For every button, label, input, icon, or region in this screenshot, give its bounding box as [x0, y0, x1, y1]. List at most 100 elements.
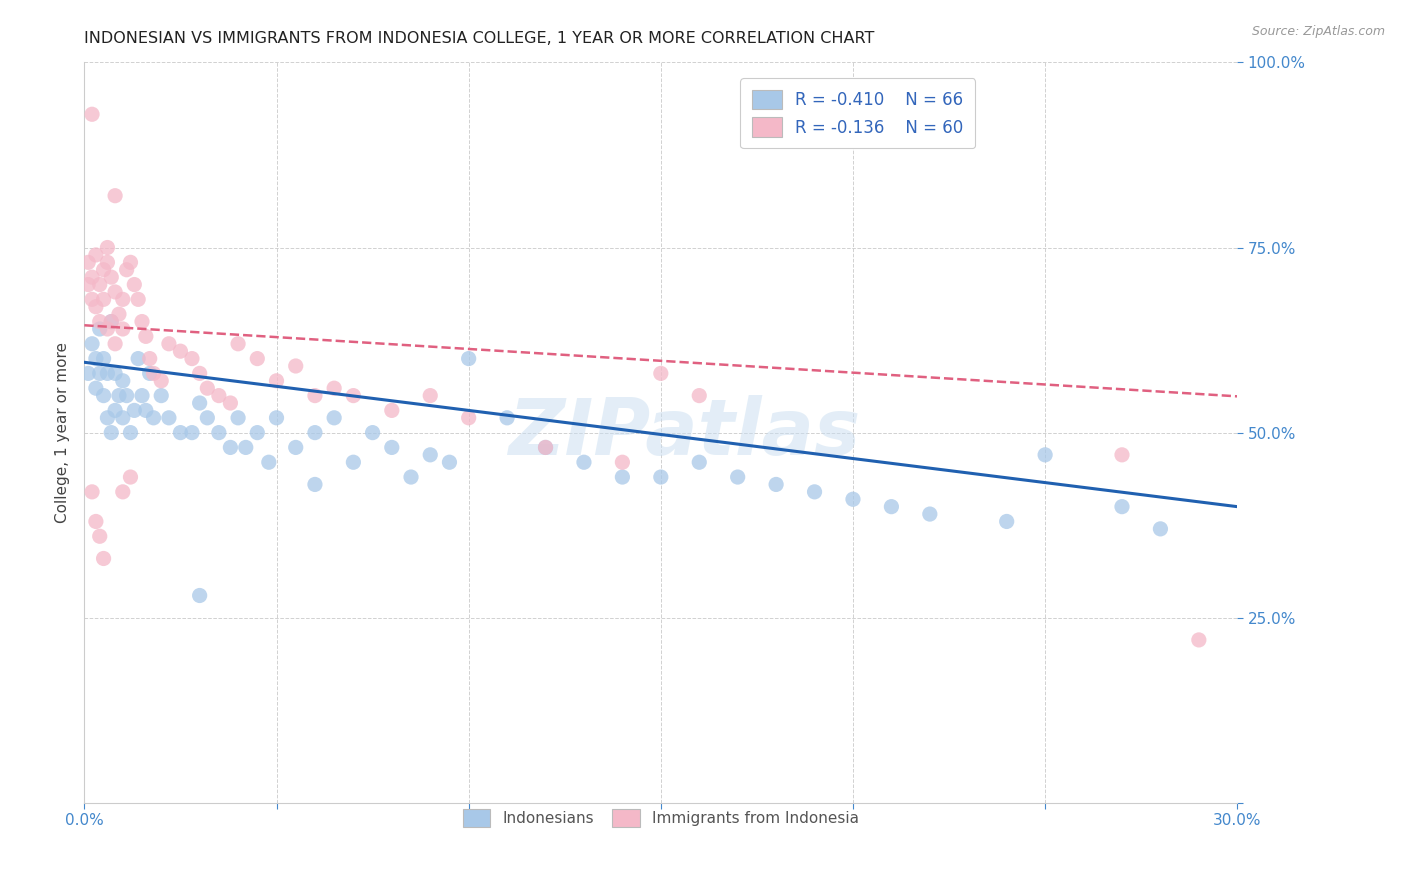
- Point: [246, 351, 269, 366]
- Point: [124, 403, 146, 417]
- Point: [93, 551, 115, 566]
- Legend: Indonesians, Immigrants from Indonesia: Indonesians, Immigrants from Indonesia: [454, 800, 868, 836]
- Point: [100, 270, 122, 285]
- Point: [572, 455, 595, 469]
- Point: [457, 410, 479, 425]
- Point: [96, 322, 118, 336]
- Point: [84, 300, 107, 314]
- Point: [124, 277, 146, 292]
- Point: [96, 240, 118, 255]
- Point: [80, 107, 103, 121]
- Point: [342, 455, 364, 469]
- Point: [100, 314, 122, 328]
- Point: [342, 388, 364, 402]
- Point: [439, 455, 461, 469]
- Point: [612, 470, 634, 484]
- Point: [157, 336, 180, 351]
- Point: [104, 188, 127, 202]
- Point: [77, 255, 100, 269]
- Point: [181, 351, 204, 366]
- Point: [84, 381, 107, 395]
- Point: [688, 455, 710, 469]
- Point: [80, 336, 103, 351]
- Point: [219, 396, 242, 410]
- Point: [89, 529, 111, 543]
- Point: [688, 388, 710, 402]
- Point: [284, 441, 307, 455]
- Point: [361, 425, 384, 440]
- Point: [127, 293, 149, 307]
- Point: [323, 381, 346, 395]
- Point: [104, 336, 127, 351]
- Point: [89, 277, 111, 292]
- Point: [765, 477, 787, 491]
- Point: [323, 410, 346, 425]
- Point: [226, 336, 249, 351]
- Point: [138, 367, 160, 381]
- Point: [1033, 448, 1056, 462]
- Point: [89, 322, 111, 336]
- Point: [1188, 632, 1211, 647]
- Point: [120, 470, 142, 484]
- Point: [1111, 500, 1133, 514]
- Point: [419, 388, 441, 402]
- Point: [995, 515, 1018, 529]
- Point: [169, 425, 191, 440]
- Point: [188, 367, 211, 381]
- Point: [235, 441, 257, 455]
- Point: [534, 441, 557, 455]
- Point: [257, 455, 280, 469]
- Point: [108, 307, 131, 321]
- Point: [111, 293, 134, 307]
- Point: [399, 470, 422, 484]
- Text: ZIPatlas: ZIPatlas: [508, 394, 860, 471]
- Point: [496, 410, 519, 425]
- Point: [138, 351, 160, 366]
- Point: [727, 470, 749, 484]
- Point: [84, 351, 107, 366]
- Point: [93, 293, 115, 307]
- Point: [96, 255, 118, 269]
- Point: [93, 351, 115, 366]
- Point: [612, 455, 634, 469]
- Point: [111, 374, 134, 388]
- Point: [115, 262, 138, 277]
- Point: [100, 314, 122, 328]
- Point: [80, 484, 103, 499]
- Point: [266, 374, 288, 388]
- Point: [208, 425, 231, 440]
- Point: [1149, 522, 1171, 536]
- Point: [80, 270, 103, 285]
- Point: [181, 425, 204, 440]
- Point: [195, 381, 218, 395]
- Point: [188, 396, 211, 410]
- Point: [219, 441, 242, 455]
- Point: [104, 367, 127, 381]
- Point: [381, 441, 404, 455]
- Point: [157, 410, 180, 425]
- Point: [93, 388, 115, 402]
- Point: [246, 425, 269, 440]
- Point: [115, 388, 138, 402]
- Point: [104, 285, 127, 299]
- Point: [131, 388, 153, 402]
- Point: [169, 344, 191, 359]
- Point: [120, 255, 142, 269]
- Point: [135, 329, 157, 343]
- Point: [100, 425, 122, 440]
- Point: [84, 515, 107, 529]
- Point: [266, 410, 288, 425]
- Point: [650, 470, 672, 484]
- Point: [381, 403, 404, 417]
- Text: Source: ZipAtlas.com: Source: ZipAtlas.com: [1251, 25, 1385, 38]
- Point: [135, 403, 157, 417]
- Point: [803, 484, 825, 499]
- Point: [208, 388, 231, 402]
- Point: [89, 367, 111, 381]
- Point: [195, 410, 218, 425]
- Point: [93, 262, 115, 277]
- Point: [918, 507, 941, 521]
- Point: [89, 314, 111, 328]
- Point: [111, 410, 134, 425]
- Point: [188, 589, 211, 603]
